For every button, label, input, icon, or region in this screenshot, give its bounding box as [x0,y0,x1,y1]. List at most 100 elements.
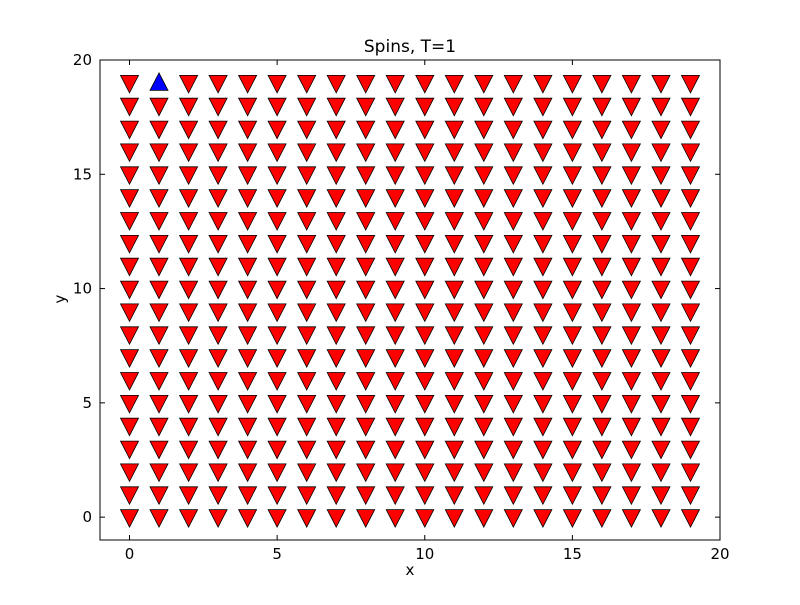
spin-down-marker [415,372,435,391]
spin-down-marker [592,349,612,368]
spin-down-marker [326,303,346,323]
spin-down-marker [503,349,523,368]
spin-down-marker [474,440,494,460]
spin-down-marker [474,326,494,346]
spin-down-marker [415,349,435,368]
spin-down-marker [621,303,642,323]
spin-down-marker [680,303,701,323]
spin-down-marker [237,97,258,117]
x-axis-label: x [406,561,415,579]
spin-down-marker [267,349,287,368]
spin-down-marker [651,509,671,528]
spin-down-marker [149,303,169,323]
spin-down-marker [621,280,642,300]
spin-down-marker [385,326,405,346]
spin-down-marker [237,303,258,323]
spin-down-marker [533,509,553,528]
spin-down-marker [444,326,464,346]
spin-down-marker [267,75,287,94]
spin-down-marker [562,189,583,208]
spin-down-marker [119,326,140,346]
spin-down-marker [297,75,317,94]
spin-down-marker [415,97,435,117]
spin-down-marker [562,166,583,186]
spin-down-marker [237,75,258,94]
spin-down-marker [356,257,376,277]
spin-down-marker [562,120,583,140]
spin-down-marker [533,166,553,186]
spin-down-marker [562,326,583,346]
spin-down-marker [178,509,199,528]
spin-down-marker [680,97,701,117]
spin-down-marker [533,486,553,506]
y-tick-label: 15 [73,165,92,183]
spin-down-marker [149,349,169,368]
spin-down-marker [474,166,494,186]
chart-title: Spins, T=1 [364,37,456,57]
spin-down-marker [119,463,140,483]
spin-down-marker [237,143,258,163]
spin-down-marker [356,349,376,368]
plot-frame [99,59,721,541]
spin-down-marker [149,143,169,163]
spin-down-marker [385,234,405,254]
spin-down-marker [474,463,494,483]
spin-down-marker [326,394,346,414]
y-axis-label: y [51,294,69,303]
spin-down-marker [651,417,671,437]
spin-down-marker [621,372,642,391]
spin-down-marker [474,280,494,300]
spin-down-marker [592,417,612,437]
spin-down-marker [503,75,523,94]
spin-down-marker [651,166,671,186]
spin-down-marker [415,75,435,94]
spin-down-marker [208,349,228,368]
spin-down-marker [149,120,169,140]
spin-down-marker [208,234,228,254]
spin-down-marker [356,212,376,231]
spin-up-marker [149,72,169,91]
spin-down-marker [474,417,494,437]
spin-down-marker [178,143,199,163]
spin-down-marker [680,189,701,208]
spin-down-marker [562,417,583,437]
spin-down-marker [680,166,701,186]
spin-down-marker [237,212,258,231]
spin-down-marker [562,75,583,94]
spin-down-marker [208,509,228,528]
spin-down-marker [415,394,435,414]
spin-down-marker [178,280,199,300]
spin-down-marker [326,326,346,346]
spin-down-marker [562,463,583,483]
spin-down-marker [533,372,553,391]
spin-down-marker [385,372,405,391]
spin-down-marker [474,75,494,94]
spin-down-marker [503,417,523,437]
spin-down-marker [267,372,287,391]
spin-down-marker [356,143,376,163]
spin-down-marker [178,97,199,117]
spin-down-marker [562,303,583,323]
spin-down-marker [621,394,642,414]
spin-down-marker [385,303,405,323]
spin-down-marker [474,509,494,528]
spin-down-marker [119,120,140,140]
spin-down-marker [178,372,199,391]
spin-down-marker [680,143,701,163]
spin-down-marker [119,349,140,368]
spin-down-marker [415,509,435,528]
spin-down-marker [385,189,405,208]
spin-down-marker [592,326,612,346]
spin-down-marker [651,97,671,117]
spin-down-marker [297,326,317,346]
spin-down-marker [237,166,258,186]
spin-down-marker [562,349,583,368]
spin-down-marker [267,166,287,186]
x-tick-label: 15 [563,545,582,563]
spin-down-marker [444,509,464,528]
spin-down-marker [267,97,287,117]
spin-down-marker [208,440,228,460]
spin-down-marker [297,394,317,414]
spin-down-marker [237,440,258,460]
